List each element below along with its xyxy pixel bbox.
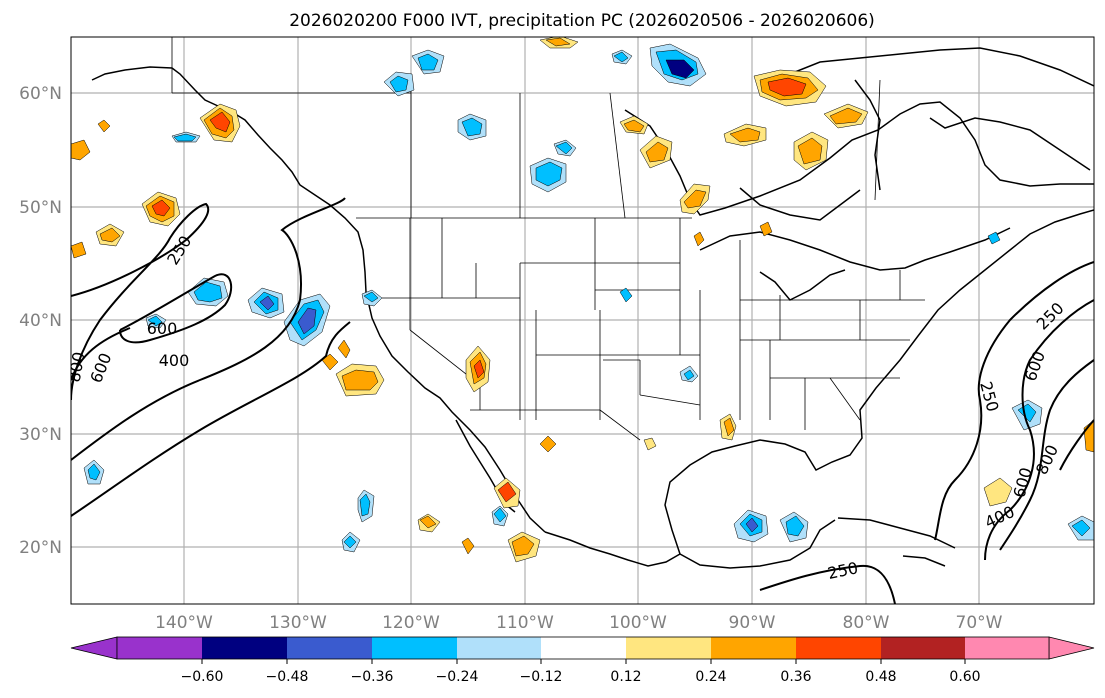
longitude-labels: 140°W 130°W 120°W 110°W 100°W 90°W 80°W … (155, 613, 1003, 633)
colorbar-tick-label: 0.48 (865, 669, 896, 685)
map-panel: 250 600 400 800 600 250 600 250 600 800 … (65, 36, 1095, 605)
colorbar-segment (965, 637, 1049, 659)
colorbar-extend-right (1048, 636, 1095, 660)
colorbar-segment (202, 637, 287, 659)
colorbar-extend-left (70, 636, 118, 660)
lon-label: 90°W (729, 613, 776, 633)
colorbar-tick-label: −0.60 (181, 669, 224, 685)
colorbar-tick-label: −0.24 (436, 669, 479, 685)
colorbar-tick-label: 0.36 (780, 669, 811, 685)
map-frame (70, 36, 1095, 605)
colorbar-tick-label: −0.48 (266, 669, 309, 685)
colorbar-tick-label: 0.12 (610, 669, 641, 685)
lon-label: 110°W (496, 613, 554, 633)
latitude-labels: 60°N 50°N 40°N 30°N 20°N (19, 84, 62, 558)
lat-label: 60°N (19, 84, 62, 104)
figure-title: 2026020200 F000 IVT, precipitation PC (2… (289, 11, 875, 31)
lon-label: 130°W (269, 613, 327, 633)
colorbar-tick-label: 0.60 (949, 669, 980, 685)
colorbar-segment (457, 637, 541, 659)
lon-label: 120°W (382, 613, 440, 633)
contour-label: 800 (65, 350, 89, 383)
colorbar-segment (287, 637, 372, 659)
ivt-contours (71, 197, 1094, 604)
lat-label: 20°N (19, 538, 62, 558)
lon-label: 100°W (609, 613, 667, 633)
colorbar-tick-label: 0.24 (695, 669, 726, 685)
lat-label: 50°N (19, 198, 62, 218)
colorbar-segment (372, 637, 457, 659)
colorbar-segment (626, 637, 711, 659)
lat-label: 30°N (19, 425, 62, 445)
colorbar-tick-label: −0.12 (520, 669, 563, 685)
colorbar-segment (117, 637, 202, 659)
colorbar-frame (116, 636, 1050, 660)
coastlines (91, 47, 1094, 569)
colorbar-segment (881, 637, 965, 659)
lat-label: 40°N (19, 311, 62, 331)
contour-label: 600 (147, 319, 178, 338)
colorbar: −0.60 −0.48 −0.36 −0.24 −0.12 0.12 0.24 … (70, 636, 1095, 685)
lon-label: 70°W (956, 613, 1003, 633)
colorbar-segment (541, 637, 626, 659)
colorbar-segment (796, 637, 881, 659)
colorbar-tick-label: −0.36 (351, 669, 394, 685)
precipitation-fill (71, 37, 1094, 563)
lon-label: 140°W (155, 613, 213, 633)
colorbar-segment (711, 637, 796, 659)
contour-label: 400 (159, 351, 190, 370)
lon-label: 80°W (843, 613, 890, 633)
